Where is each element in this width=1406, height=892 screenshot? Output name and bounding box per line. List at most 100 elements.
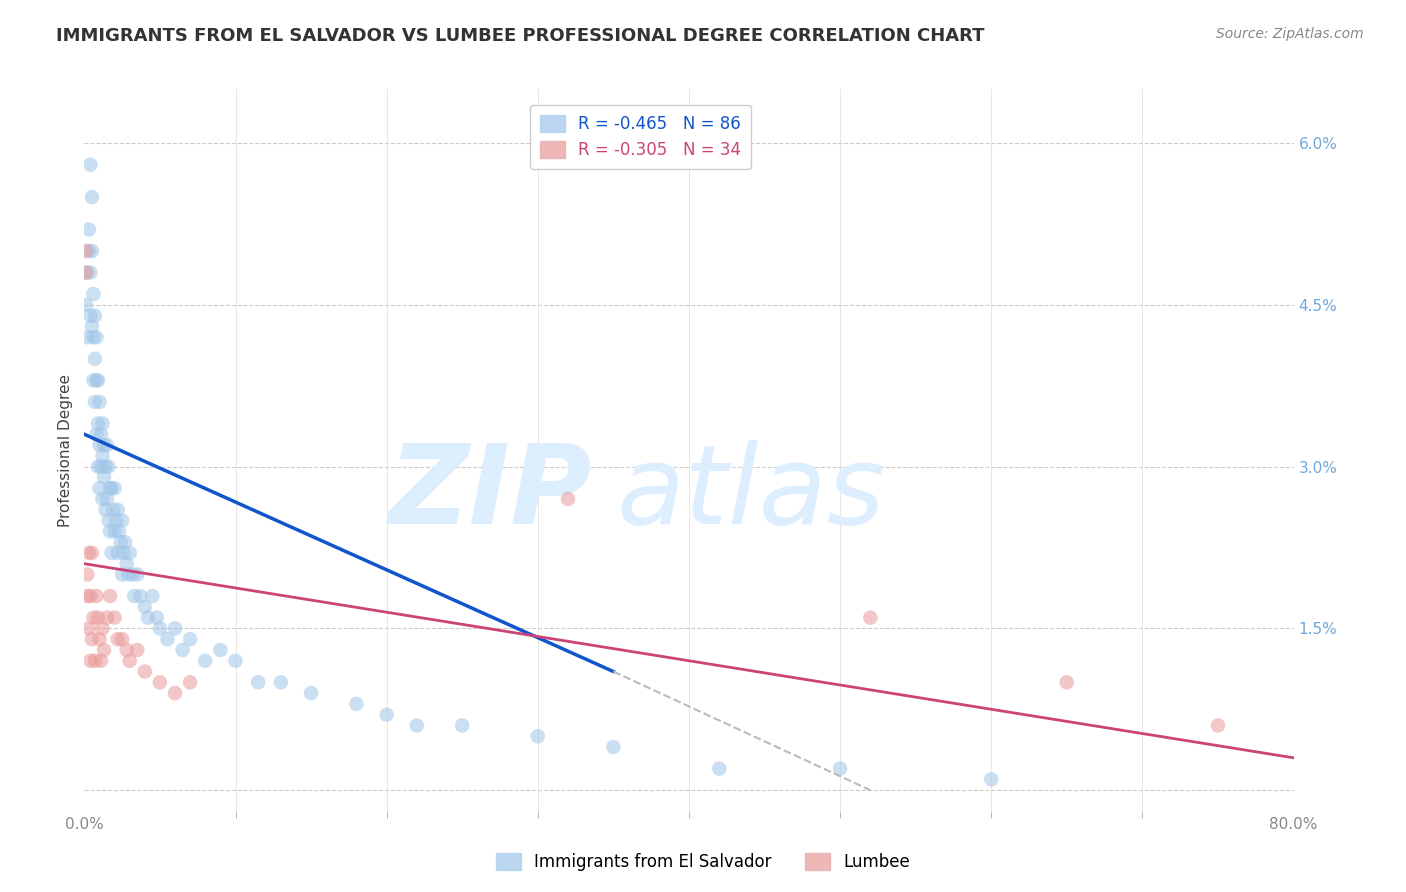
Point (80, 546, 103, 560)
Point (179, 675, 201, 690)
Point (557, 491, 579, 506)
Point (87, 459, 110, 474)
Point (98, 524, 121, 539)
Point (165, 686, 187, 700)
Point (118, 654, 141, 668)
Point (82, 287, 104, 301)
Point (76, 589, 98, 603)
Point (79, 589, 101, 603)
Legend: Immigrants from El Salvador, Lumbee: Immigrants from El Salvador, Lumbee (488, 845, 918, 880)
Point (98, 481, 121, 495)
Point (149, 675, 172, 690)
Point (100, 546, 122, 560)
Point (451, 718, 474, 732)
Point (91, 491, 114, 506)
Point (96, 491, 118, 506)
Point (96, 610, 118, 624)
Point (91, 621, 114, 635)
Point (80, 190, 103, 204)
Text: Source: ZipAtlas.com: Source: ZipAtlas.com (1216, 27, 1364, 41)
Point (87, 417, 110, 431)
Point (91, 417, 114, 431)
Point (108, 524, 131, 539)
Point (111, 567, 134, 582)
Point (94, 502, 117, 516)
Point (111, 632, 134, 647)
Point (129, 589, 152, 603)
Point (127, 567, 149, 582)
Point (84, 351, 107, 366)
Point (76, 330, 98, 344)
Point (104, 524, 127, 539)
Point (90, 654, 112, 668)
Point (247, 675, 270, 690)
Point (134, 665, 156, 679)
Point (86, 330, 108, 344)
Point (104, 610, 127, 624)
Point (84, 654, 107, 668)
Point (86, 373, 108, 387)
Point (127, 643, 149, 657)
Point (100, 481, 122, 495)
Point (79, 266, 101, 280)
Point (93, 643, 115, 657)
Point (830, 762, 852, 776)
Legend: R = -0.465   N = 86, R = -0.305   N = 34: R = -0.465 N = 86, R = -0.305 N = 34 (530, 104, 751, 169)
Point (91, 449, 114, 463)
Point (76, 266, 98, 280)
Point (77, 244, 100, 258)
Point (107, 546, 129, 560)
Point (375, 707, 398, 722)
Point (97, 514, 120, 528)
Point (86, 427, 108, 442)
Point (122, 589, 145, 603)
Point (115, 557, 138, 571)
Point (89, 481, 111, 495)
Point (406, 718, 429, 732)
Point (172, 643, 194, 657)
Point (105, 514, 128, 528)
Point (80, 319, 103, 334)
Point (121, 567, 143, 582)
Point (209, 643, 232, 657)
Point (98, 589, 121, 603)
Point (80, 244, 103, 258)
Point (527, 729, 550, 743)
Point (75, 266, 97, 280)
Point (93, 438, 115, 452)
Point (115, 643, 138, 657)
Point (156, 632, 179, 647)
Point (86, 589, 108, 603)
Point (134, 599, 156, 614)
Point (93, 470, 115, 484)
Point (79, 654, 101, 668)
Point (96, 438, 118, 452)
Point (77, 546, 100, 560)
Point (118, 546, 141, 560)
Point (146, 610, 169, 624)
Point (75, 244, 97, 258)
Point (179, 632, 201, 647)
Point (82, 610, 104, 624)
Point (709, 762, 731, 776)
Point (225, 654, 247, 668)
Point (82, 373, 104, 387)
Point (82, 330, 104, 344)
Point (859, 610, 882, 624)
Point (104, 481, 127, 495)
Point (1206, 718, 1229, 732)
Point (141, 589, 163, 603)
Point (84, 309, 107, 323)
Point (90, 427, 112, 442)
Text: ZIP: ZIP (388, 441, 592, 548)
Point (110, 535, 132, 549)
Point (117, 567, 139, 582)
Point (76, 567, 98, 582)
Point (346, 697, 368, 711)
Point (165, 621, 187, 635)
Point (80, 632, 103, 647)
Point (111, 514, 134, 528)
Point (77, 222, 100, 236)
Y-axis label: Professional Degree: Professional Degree (58, 374, 73, 527)
Point (87, 610, 110, 624)
